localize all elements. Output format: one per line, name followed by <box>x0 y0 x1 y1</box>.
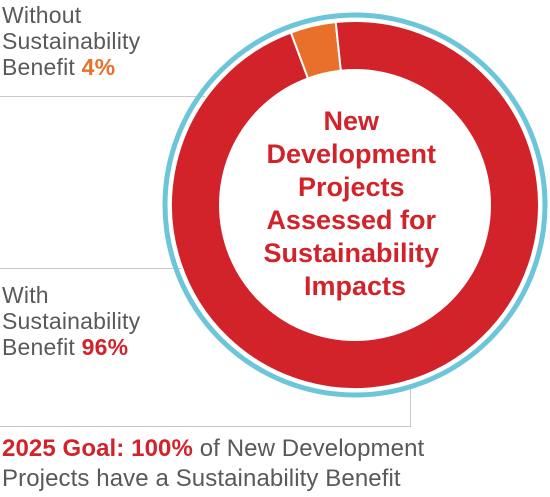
center-title-line: Sustainability <box>263 238 439 268</box>
center-title-line: Projects <box>298 172 405 202</box>
leader-line-goal-horizontal <box>0 426 411 427</box>
center-title-line: New <box>323 106 380 136</box>
label-with-line3: Benefit 96% <box>2 334 140 360</box>
center-title-line: Development <box>266 139 436 169</box>
label-with-line2: Sustainability <box>2 308 141 334</box>
label-without-line2: Sustainability <box>2 28 141 54</box>
label-with-benefit: With Sustainability Benefit 96% <box>2 282 140 360</box>
label-with-line3-text: Benefit <box>2 334 76 360</box>
donut-hole <box>219 69 491 341</box>
center-title-line: Assessed for <box>266 205 436 235</box>
center-title: New Development Projects Assessed for Su… <box>263 106 446 301</box>
goal-line2: Projects have a Sustainability Benefit <box>2 465 401 492</box>
label-with-line1: With <box>2 282 49 308</box>
center-title-line: Impacts <box>304 271 406 301</box>
label-without-line3-text: Benefit <box>2 54 76 80</box>
goal-line1: 2025 Goal: 100% of New Development <box>2 434 424 464</box>
goal-line1-rest: of New Development <box>199 435 425 462</box>
goal-statement: 2025 Goal: 100% of New Development Proje… <box>2 434 424 494</box>
label-without-line3: Benefit 4% <box>2 54 140 80</box>
label-without-percent: 4% <box>81 54 116 80</box>
goal-highlight: 2025 Goal: 100% <box>2 435 193 462</box>
leader-line-goal-vertical <box>410 388 411 426</box>
outer-ring <box>162 12 548 398</box>
label-without-benefit: Without Sustainability Benefit 4% <box>2 2 140 80</box>
label-without-line1: Without <box>2 2 82 28</box>
leader-line-without <box>0 96 215 97</box>
label-with-percent: 96% <box>81 334 129 360</box>
leader-line-with <box>0 268 200 269</box>
